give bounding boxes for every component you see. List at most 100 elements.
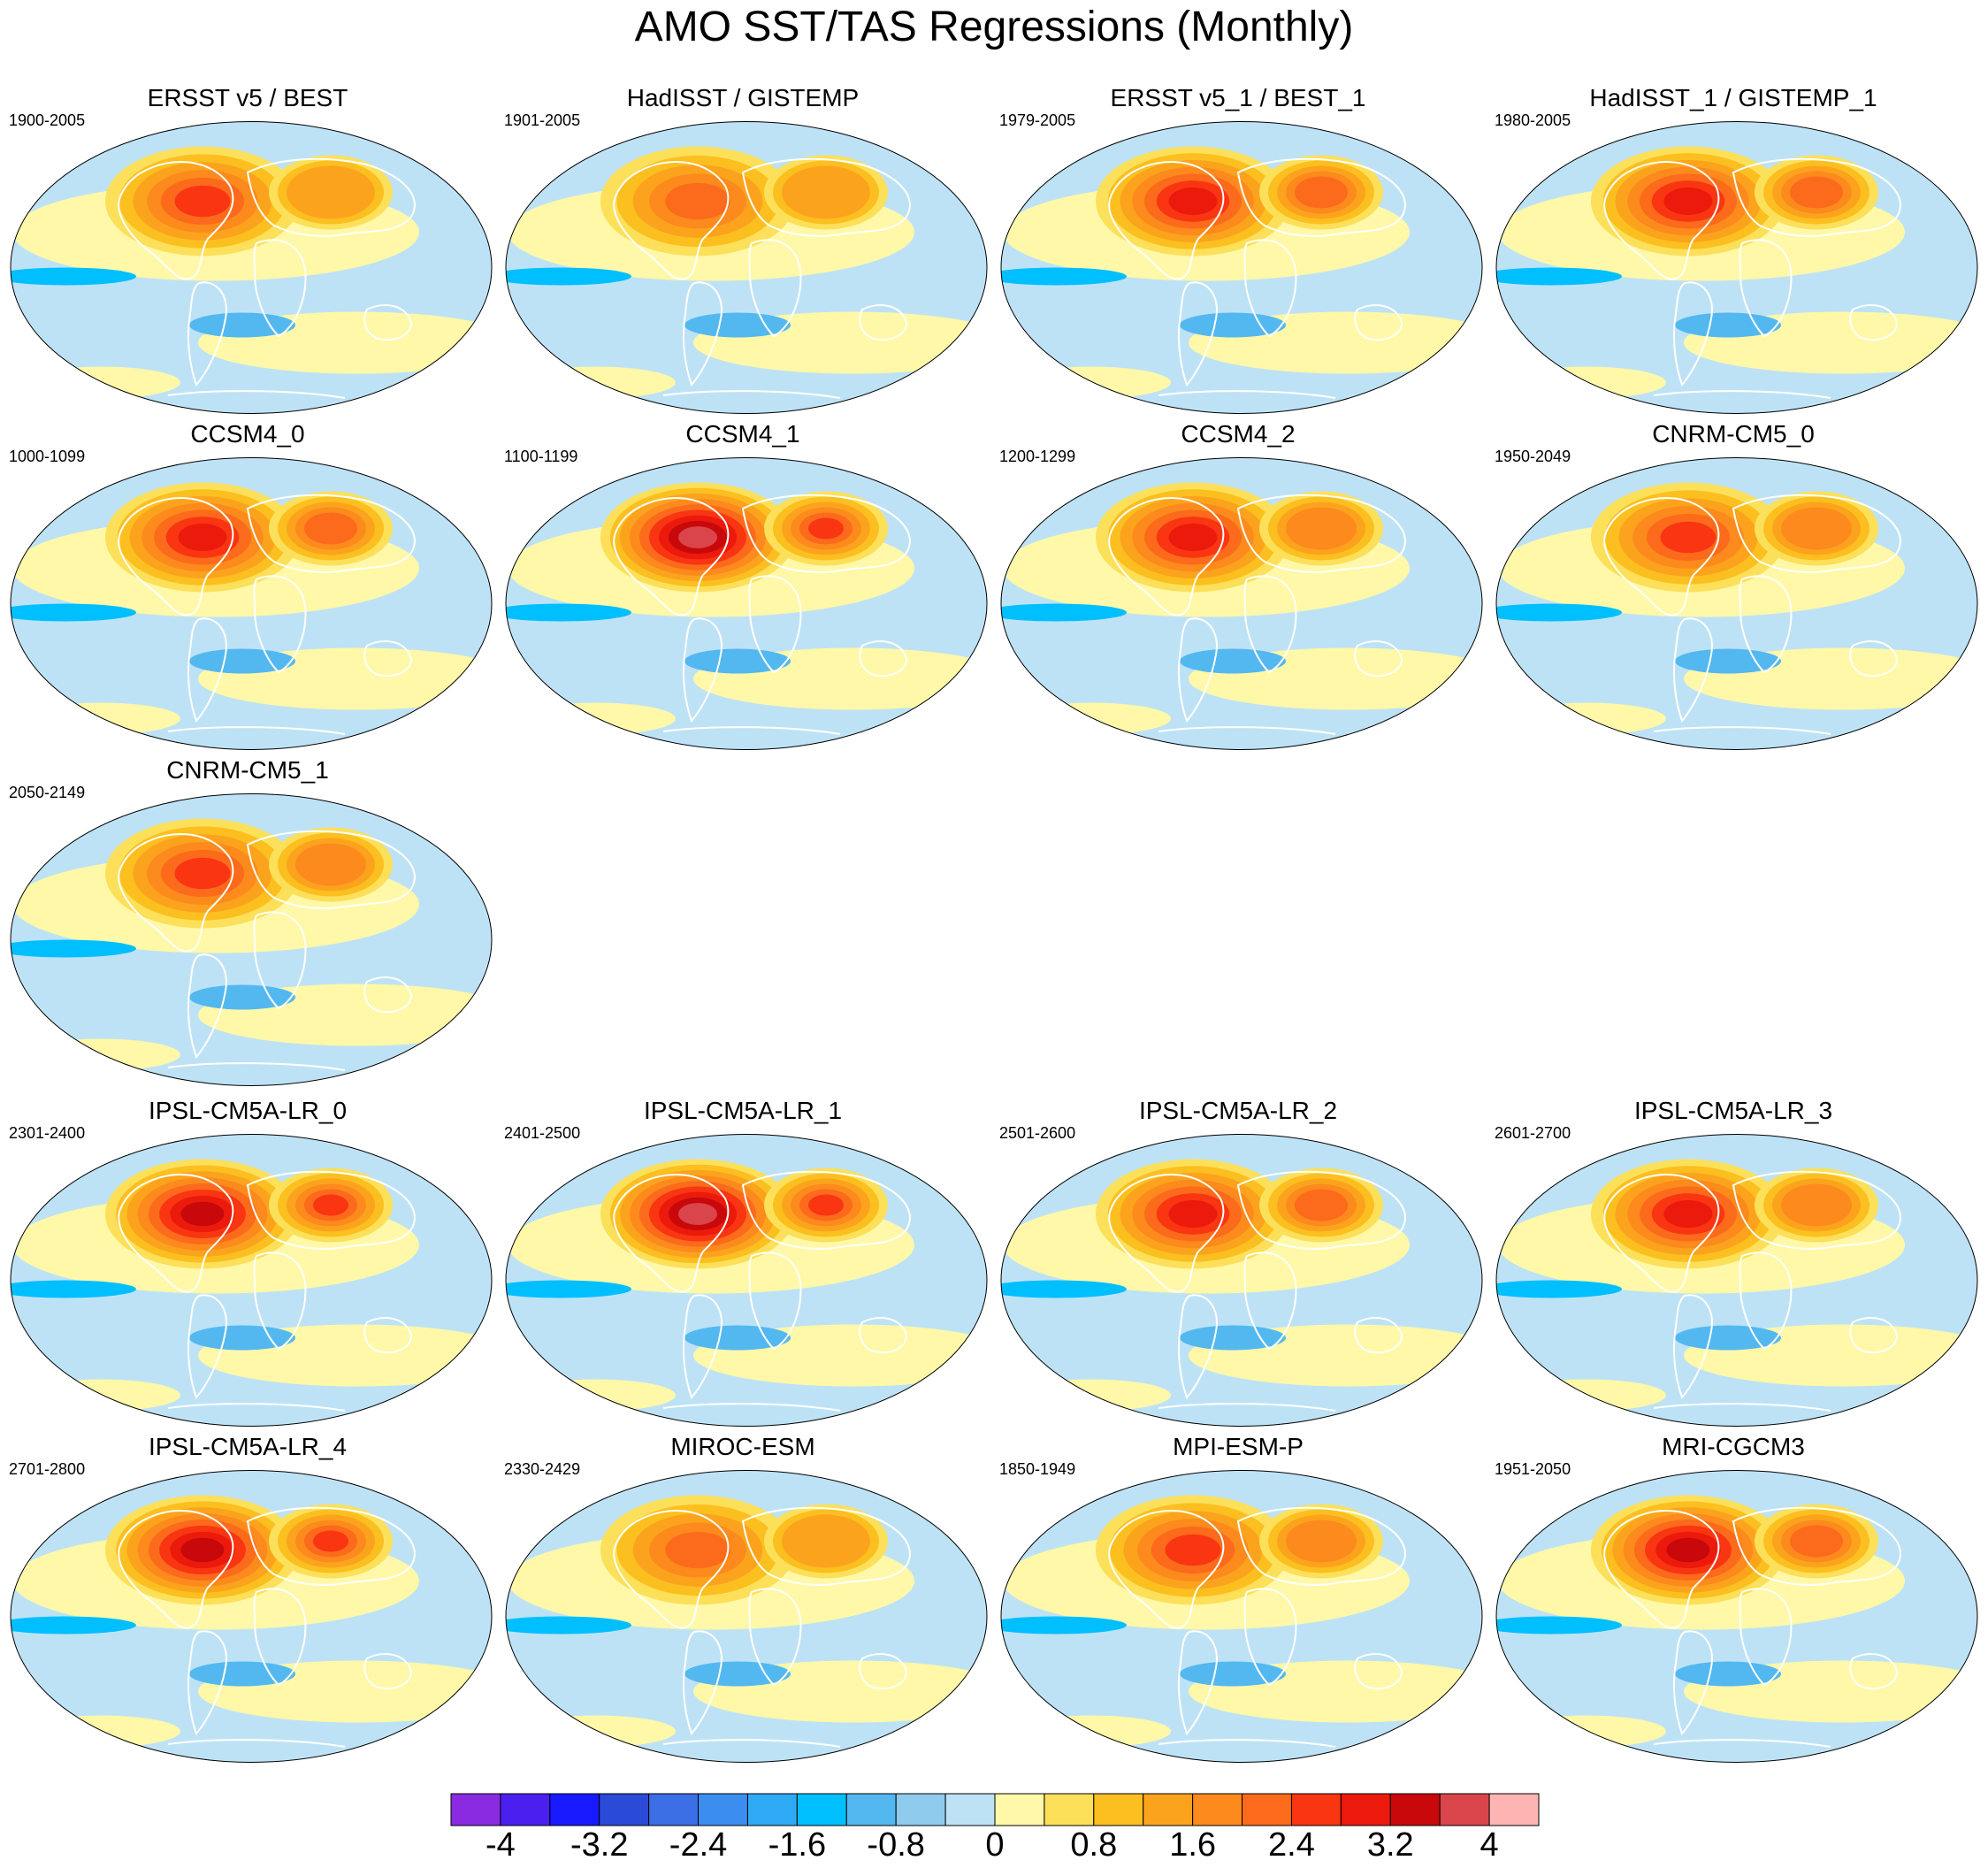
coastline (682, 281, 723, 387)
cool-pacific-tongue (1496, 1616, 1622, 1634)
robinson-map (1000, 121, 1483, 414)
colorbar-swatch (895, 1793, 946, 1826)
map-panel: CNRM-CM5_0 1950-2049 (1486, 420, 1981, 756)
colorbar-swatch (500, 1793, 551, 1826)
coastline (118, 1510, 234, 1629)
coastline (1177, 617, 1218, 723)
coastline (1243, 575, 1297, 674)
coastline (246, 830, 416, 909)
coastline (1177, 281, 1218, 387)
coastline (253, 1588, 307, 1687)
eurasia-anomaly (304, 512, 357, 545)
map-outline (1495, 457, 1978, 750)
map-outline (1495, 1470, 1978, 1763)
coastline (187, 1630, 227, 1735)
coastline (748, 1588, 802, 1687)
coastline (859, 304, 908, 341)
coastline (1108, 497, 1225, 616)
colorbar-swatch (698, 1793, 748, 1826)
coastline (118, 1174, 234, 1293)
colorbar-swatch (648, 1793, 700, 1826)
panel-title: CCSM4_1 (685, 420, 800, 448)
warm-band-southwest (1507, 366, 1666, 399)
colorbar-swatch (1488, 1793, 1540, 1826)
colorbar-swatches (450, 1793, 1540, 1826)
colorbar-swatch (1439, 1793, 1490, 1826)
eurasia-anomaly (1295, 176, 1348, 209)
map-outline (10, 1470, 493, 1763)
colorbar-swatch (1242, 1793, 1292, 1826)
colorbar-swatch (450, 1793, 501, 1826)
colorbar-swatch (845, 1793, 897, 1826)
coastline (1236, 1170, 1406, 1250)
robinson-map (10, 1134, 493, 1427)
panel-period: 1900-2005 (9, 111, 86, 129)
coastline (613, 161, 730, 280)
robinson-map (1000, 457, 1483, 750)
warm-band-southwest (1507, 702, 1666, 735)
eurasia-anomaly (295, 843, 366, 886)
coastline (1158, 726, 1336, 735)
map-outline (1495, 121, 1978, 414)
coastline (1653, 1739, 1831, 1748)
cool-pacific-tongue (11, 267, 136, 286)
map-panel: CCSM4_1 1100-1199 (495, 420, 990, 756)
coastline (167, 1739, 346, 1748)
coastline (1603, 1174, 1720, 1293)
coastline (363, 976, 413, 1013)
panel-period: 2050-2149 (9, 784, 86, 801)
figure-title: AMO SST/TAS Regressions (Monthly) (634, 4, 1354, 50)
panel-title: IPSL-CM5A-LR_3 (1633, 1097, 1833, 1124)
warm-band-southwest (516, 366, 676, 399)
eurasia-anomaly (1790, 176, 1843, 209)
coastline (1732, 494, 1901, 573)
colorbar-swatch (1093, 1793, 1144, 1826)
coastline (1236, 157, 1406, 237)
coastline (741, 1506, 911, 1586)
cool-south-atlantic (684, 1325, 791, 1351)
cool-pacific-tongue (11, 1616, 136, 1634)
coastline (662, 726, 841, 735)
north-atlantic-anomaly (1660, 521, 1717, 554)
cool-south-atlantic (189, 648, 295, 674)
map-panel: CCSM4_2 1200-1299 (990, 420, 1486, 756)
eurasia-anomaly (1286, 1520, 1357, 1563)
map-outline (10, 457, 493, 750)
coastline (1108, 1510, 1225, 1629)
map-outline (1495, 1134, 1978, 1427)
coastline (1849, 640, 1899, 677)
coastline (1603, 1510, 1720, 1629)
colorbar-label: -4 (486, 1826, 516, 1864)
cool-pacific-tongue (11, 603, 136, 622)
coastline (118, 833, 234, 953)
coastline (187, 1294, 227, 1399)
map-panel: CNRM-CM5_1 2050-2149 (0, 756, 495, 1092)
coastline (187, 617, 227, 723)
colorbar-swatch (1044, 1793, 1095, 1826)
colorbar-swatch (599, 1793, 650, 1826)
panel-title: HadISST / GISTEMP (626, 84, 860, 111)
coastline (246, 1506, 416, 1586)
panel-title: CCSM4_2 (1181, 420, 1296, 448)
coastline (748, 575, 802, 674)
coastline (246, 157, 416, 237)
map-outline (1000, 1470, 1483, 1763)
map-outline (505, 457, 988, 750)
cool-south-atlantic (1675, 312, 1781, 338)
cool-pacific-tongue (506, 603, 631, 622)
panel-period: 2330-2429 (504, 1460, 581, 1478)
cool-pacific-tongue (1496, 267, 1622, 286)
coastline (682, 617, 723, 723)
north-atlantic-anomaly (1168, 188, 1218, 215)
map-panel: HadISST_1 / GISTEMP_1 1980-2005 (1486, 84, 1981, 420)
warm-band-southwest (516, 702, 676, 735)
coastline (662, 390, 841, 399)
coastline (1732, 1506, 1901, 1586)
coastline (167, 726, 346, 735)
coastline (1108, 161, 1225, 280)
map-panel: IPSL-CM5A-LR_1 2401-2500 (495, 1097, 990, 1433)
north-atlantic-anomaly (180, 1537, 225, 1563)
coastline (741, 1170, 911, 1250)
coastline (1739, 1252, 1793, 1351)
north-atlantic-anomaly (678, 526, 717, 548)
